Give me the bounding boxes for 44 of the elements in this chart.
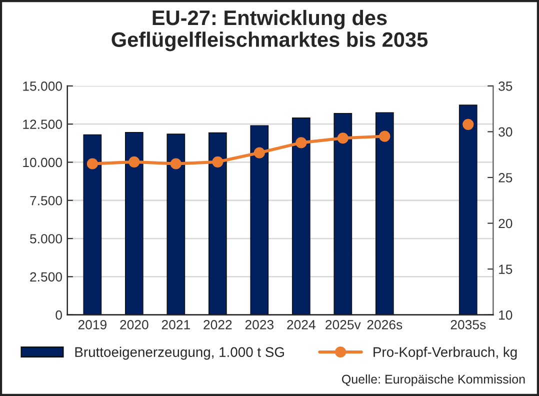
y2-tick-label: 20 [498, 218, 512, 228]
point [462, 118, 474, 130]
y-tick-label: 15.000 [23, 82, 62, 91]
y-tick-label: 0 [56, 310, 62, 320]
bar [334, 112, 352, 315]
bar [166, 134, 186, 315]
bar [208, 132, 227, 315]
x-tick-label: 2024 [287, 320, 316, 330]
bar [458, 104, 478, 315]
y-tick-label: 7.500 [30, 196, 62, 206]
bar [83, 134, 102, 315]
point [128, 156, 140, 168]
x-tick-label: 2021 [162, 320, 190, 330]
point [86, 158, 98, 170]
point [379, 130, 390, 142]
point [254, 147, 265, 158]
y-tick-label: 12.500 [23, 120, 62, 129]
y2-tick-label: 30 [498, 127, 512, 137]
y-tick-label: 10.000 [23, 158, 62, 168]
point [337, 132, 348, 144]
y-tick-label: 2.500 [30, 272, 62, 282]
bar [292, 118, 310, 315]
legend-label: Bruttoeigenerzeugung, 1.000 t SG [75, 346, 284, 360]
bar [375, 112, 394, 315]
x-tick-label: 2023 [245, 320, 274, 330]
bar [250, 125, 269, 315]
point [296, 137, 307, 148]
y2-tick-label: 10 [499, 310, 512, 320]
source-note: Quelle: Europäische Kommission [342, 374, 525, 386]
legend-label: Pro-Kopf-Verbrauch, kg [374, 346, 517, 360]
y2-tick-label: 35 [498, 82, 512, 91]
point [170, 158, 182, 170]
y2-tick-label: 15 [499, 264, 512, 274]
x-tick-label: 2020 [120, 320, 148, 330]
x-tick-label: 2022 [204, 320, 232, 330]
y-tick-label: 5.000 [30, 234, 62, 244]
bar [124, 132, 144, 315]
y2-tick-label: 25 [498, 173, 512, 182]
x-tick-label: 2026s [367, 320, 402, 330]
x-tick-label: 2019 [78, 320, 106, 330]
x-tick-label: 2025v [326, 320, 361, 330]
x-tick-label: 2035s [450, 320, 486, 330]
chart-title: EU-27: Entwicklung des Geflügelfleischmarktes bis 2035 [112, 10, 428, 52]
point [212, 156, 224, 168]
